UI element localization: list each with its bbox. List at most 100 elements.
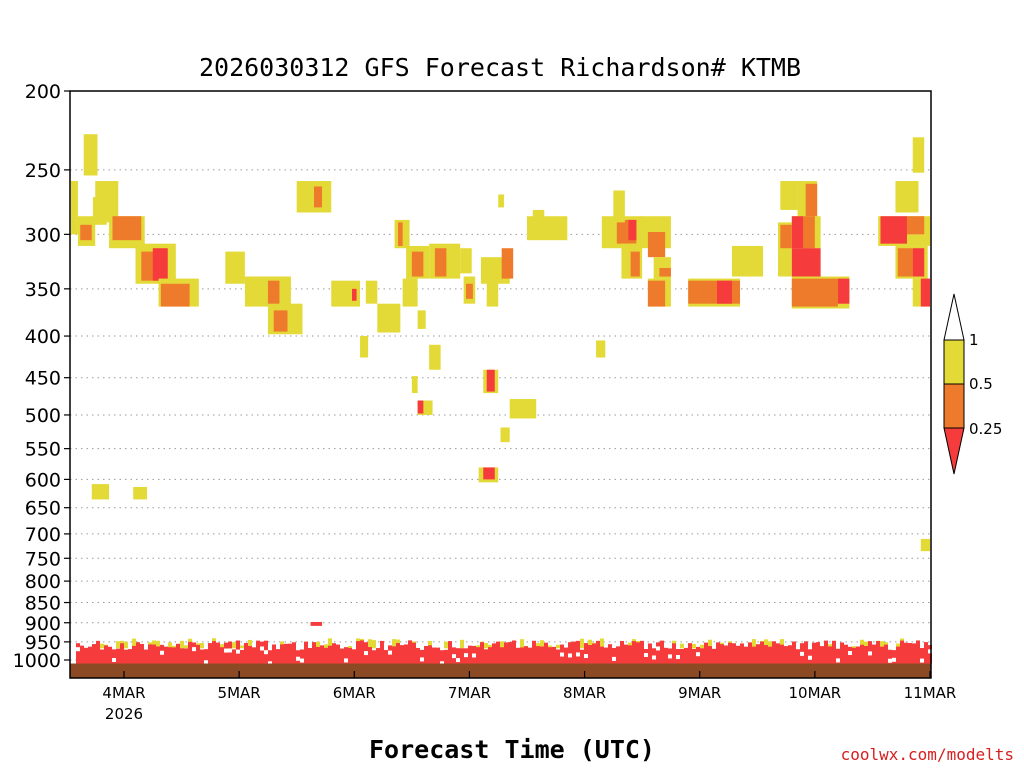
bl-cell-r <box>840 642 844 664</box>
ri-cell-o <box>647 231 666 258</box>
bl-cell-r <box>244 642 248 664</box>
legend-label-1: 1 <box>969 331 979 349</box>
ri-cell-r <box>310 621 323 626</box>
bl-cell-r <box>892 650 896 664</box>
y-tick-label: 1000 <box>13 650 61 672</box>
y-tick-label: 900 <box>25 613 61 635</box>
bl-cell-r <box>84 647 88 664</box>
bl-cell-r <box>880 646 884 664</box>
x-tick-label: 8MAR <box>563 684 606 702</box>
bl-cell-r <box>180 648 184 664</box>
bl-cell-r <box>580 649 584 664</box>
bl-cell-r <box>904 642 908 664</box>
ri-cell-y <box>377 303 401 333</box>
bl-cell-y <box>444 641 448 649</box>
ri-cell-r <box>920 278 930 307</box>
bl-cell-r <box>140 643 144 664</box>
bl-cell-r <box>456 648 460 664</box>
ri-cell-o <box>630 251 640 277</box>
bl-cell-y <box>588 639 592 649</box>
bl-cell-r <box>908 643 912 664</box>
bl-gap <box>652 655 656 660</box>
bl-cell-r <box>208 643 212 664</box>
bl-cell-r <box>860 644 864 664</box>
bl-cell-y <box>692 643 696 649</box>
bl-cell-r <box>916 640 920 664</box>
ri-cell-o <box>647 280 666 307</box>
bl-cell-r <box>128 649 132 664</box>
ri-cell-r <box>628 219 637 241</box>
ri-cell-y <box>91 484 110 500</box>
bl-cell-r <box>444 649 448 664</box>
bl-cell-r <box>816 642 820 664</box>
bl-cell-r <box>728 642 732 664</box>
ri-cell-o <box>112 216 142 241</box>
bl-cell-y <box>324 644 328 649</box>
bl-cell-r <box>700 648 704 664</box>
bl-cell-r <box>744 646 748 664</box>
bl-cell-r <box>312 642 316 664</box>
ri-cell-y <box>920 538 930 552</box>
bl-cell-r <box>640 640 644 664</box>
bl-cell-r <box>96 640 100 664</box>
bl-cell-r <box>436 647 440 664</box>
bl-cell-r <box>864 645 868 664</box>
bl-cell-y <box>600 638 604 649</box>
bl-cell-r <box>268 650 272 664</box>
bl-cell-r <box>516 647 520 664</box>
ri-cell-r <box>791 248 821 277</box>
ri-cell-o <box>313 186 323 208</box>
bl-cell-y <box>540 640 544 649</box>
bl-cell-r <box>660 640 664 664</box>
bl-cell-y <box>752 639 756 649</box>
bl-cell-r <box>664 647 668 664</box>
bl-cell-r <box>804 641 808 664</box>
bl-gap <box>464 653 468 658</box>
bl-cell-r <box>152 644 156 664</box>
bl-cell-r <box>724 645 728 664</box>
ri-cell-r <box>837 278 850 304</box>
bl-cell-r <box>224 642 228 664</box>
bl-cell-r <box>900 640 904 664</box>
bl-cell-y <box>484 642 488 649</box>
bl-gap <box>260 646 264 651</box>
y-tick-label: 500 <box>25 405 61 427</box>
ri-cell-r <box>351 288 357 301</box>
ri-cell-y <box>429 344 441 370</box>
bl-cell-r <box>332 643 336 664</box>
bl-cell-r <box>896 646 900 664</box>
x-tick-label: 5MAR <box>218 684 261 702</box>
bl-cell-y <box>548 645 552 649</box>
bl-cell-y <box>240 645 244 649</box>
bl-cell-r <box>524 646 528 664</box>
ri-cell-o <box>434 248 447 277</box>
x-tick-label: 10MAR <box>788 684 841 702</box>
y-tick-label: 300 <box>25 224 61 246</box>
boundary-layer <box>70 638 932 678</box>
bl-cell-r <box>92 644 96 664</box>
bl-cell-r <box>176 643 180 664</box>
bl-cell-r <box>820 646 824 664</box>
bl-cell-y <box>488 644 492 649</box>
bl-cell-y <box>232 642 236 649</box>
bl-gap <box>560 652 564 657</box>
y-tick-label: 550 <box>25 439 61 461</box>
bl-cell-r <box>260 641 264 664</box>
y-tick-label: 450 <box>25 368 61 390</box>
bl-cell-r <box>768 646 772 664</box>
bl-cell-r <box>604 647 608 664</box>
bl-gap <box>112 658 116 663</box>
y-axis-ticks: 200 250 300 350 400 450 500 550 600 650 7007508008… <box>13 81 70 672</box>
ri-cell-r <box>912 248 925 277</box>
ri-cell-y <box>71 181 78 235</box>
bl-cell-r <box>228 641 232 664</box>
bl-cell-r <box>544 642 548 664</box>
ri-cell-y <box>895 181 919 213</box>
bl-cell-r <box>888 649 892 664</box>
bl-cell-r <box>752 646 756 664</box>
bl-cell-r <box>924 642 928 664</box>
bl-cell-r <box>764 645 768 664</box>
plot-frame <box>69 90 932 679</box>
ri-cell-r <box>880 216 907 244</box>
bl-gap <box>568 653 572 658</box>
